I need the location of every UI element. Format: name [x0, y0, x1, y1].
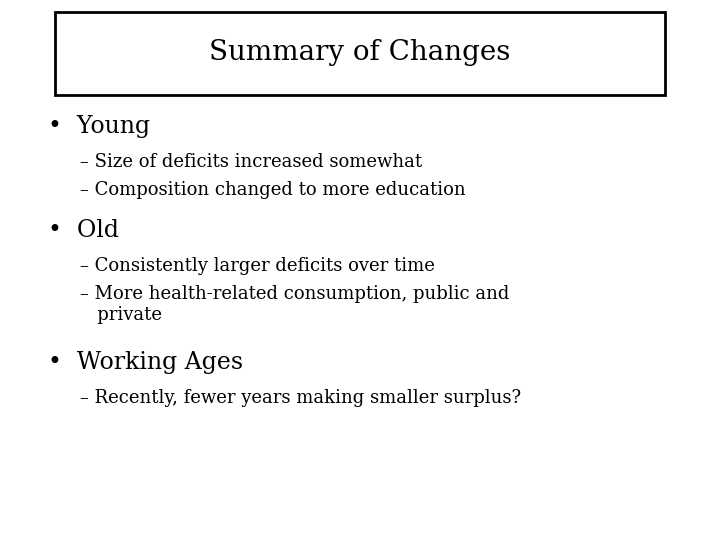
Text: Summary of Changes: Summary of Changes	[210, 39, 510, 66]
Bar	[55, 12, 665, 95]
Text: – Consistently larger deficits over time: – Consistently larger deficits over time	[80, 257, 435, 275]
Text: •  Working Ages: • Working Ages	[48, 351, 243, 374]
Text: •  Young: • Young	[48, 115, 150, 138]
Text: – Recently, fewer years making smaller surplus?: – Recently, fewer years making smaller s…	[80, 389, 521, 407]
Text: – More health-related consumption, public and
   private: – More health-related consumption, publi…	[80, 285, 509, 324]
Text: – Size of deficits increased somewhat: – Size of deficits increased somewhat	[80, 153, 422, 171]
Text: – Composition changed to more education: – Composition changed to more education	[80, 181, 466, 199]
Text: •  Old: • Old	[48, 219, 119, 242]
